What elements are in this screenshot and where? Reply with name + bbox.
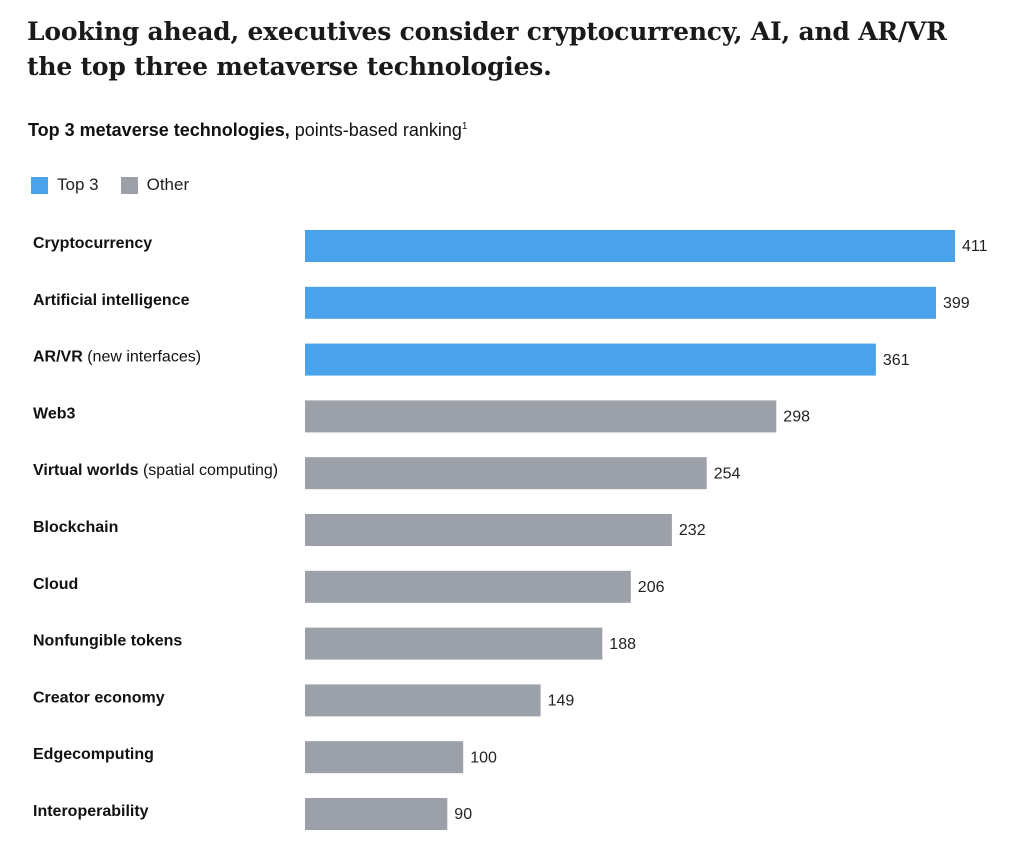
bar-interoperability	[305, 798, 448, 830]
category-label-creator-economy: Creator economy	[33, 690, 165, 707]
category-label-blockchain: Blockchain	[33, 519, 118, 536]
category-label-interoperability: Interoperability	[33, 803, 149, 820]
value-label-artificial-intelligence: 399	[943, 295, 970, 312]
bar-web3	[305, 400, 777, 433]
value-label-web3: 298	[783, 409, 810, 426]
bar-artificial-intelligence	[305, 286, 936, 319]
category-qualifier: (new interfaces)	[83, 349, 201, 366]
bar-ar-vr	[305, 343, 876, 376]
bar-creator-economy	[305, 684, 541, 717]
chart-subtitle: Top 3 metaverse technologies, points-bas…	[28, 118, 467, 142]
category-label-virtual-worlds: Virtual worlds (spatial computing)	[33, 462, 278, 479]
subtitle-footnote: 1	[461, 121, 468, 132]
value-label-virtual-worlds: 254	[714, 465, 741, 482]
bar-virtual-worlds	[305, 457, 707, 490]
category-label-ar-vr: AR/VR (new interfaces)	[33, 349, 201, 366]
value-label-cryptocurrency: 411	[962, 238, 988, 255]
category-name: Cloud	[33, 576, 78, 593]
bar-edgecomputing	[305, 741, 464, 774]
category-qualifier: (spatial computing)	[139, 462, 279, 479]
subtitle-normal: points-based ranking	[289, 120, 462, 140]
value-label-creator-economy: 149	[548, 693, 575, 710]
value-label-edgecomputing: 100	[470, 749, 497, 766]
value-label-cloud: 206	[638, 579, 665, 596]
bar-cryptocurrency	[305, 230, 955, 262]
category-name: Nonfungible tokens	[33, 633, 182, 650]
legend-label-other: Other	[146, 175, 190, 194]
category-name: Interoperability	[33, 803, 149, 820]
category-name: Web3	[33, 406, 75, 423]
chart-legend: Top 3 Other	[31, 175, 211, 195]
category-name: Blockchain	[33, 519, 118, 536]
category-label-edgecomputing: Edgecomputing	[33, 746, 154, 763]
bar-blockchain	[305, 514, 672, 546]
legend-item-other: Other	[120, 175, 190, 195]
category-name: Cryptocurrency	[33, 235, 152, 252]
value-label-ar-vr: 361	[883, 352, 910, 369]
legend-item-top3: Top 3	[31, 175, 99, 195]
value-label-blockchain: 232	[679, 522, 706, 539]
legend-swatch-top3	[31, 176, 48, 194]
category-name: Edgecomputing	[33, 746, 154, 763]
category-name: Virtual worlds	[33, 462, 139, 479]
category-name: Creator economy	[33, 690, 165, 707]
category-label-cloud: Cloud	[33, 576, 78, 593]
subtitle-bold: Top 3 metaverse technologies,	[28, 120, 290, 140]
legend-label-top3: Top 3	[57, 175, 99, 194]
chart-headline: Looking ahead, executives consider crypt…	[27, 17, 947, 81]
category-label-artificial-intelligence: Artificial intelligence	[33, 292, 190, 309]
category-label-web3: Web3	[33, 406, 75, 423]
value-label-interoperability: 90	[454, 806, 472, 823]
category-name: AR/VR	[33, 349, 83, 366]
bar-nonfungible-tokens	[305, 627, 603, 660]
value-label-nonfungible-tokens: 188	[609, 636, 636, 653]
legend-swatch-other	[120, 176, 138, 194]
category-label-nonfungible-tokens: Nonfungible tokens	[33, 633, 182, 650]
category-label-cryptocurrency: Cryptocurrency	[33, 235, 152, 252]
category-name: Artificial intelligence	[33, 292, 190, 309]
bar-cloud	[305, 570, 631, 603]
